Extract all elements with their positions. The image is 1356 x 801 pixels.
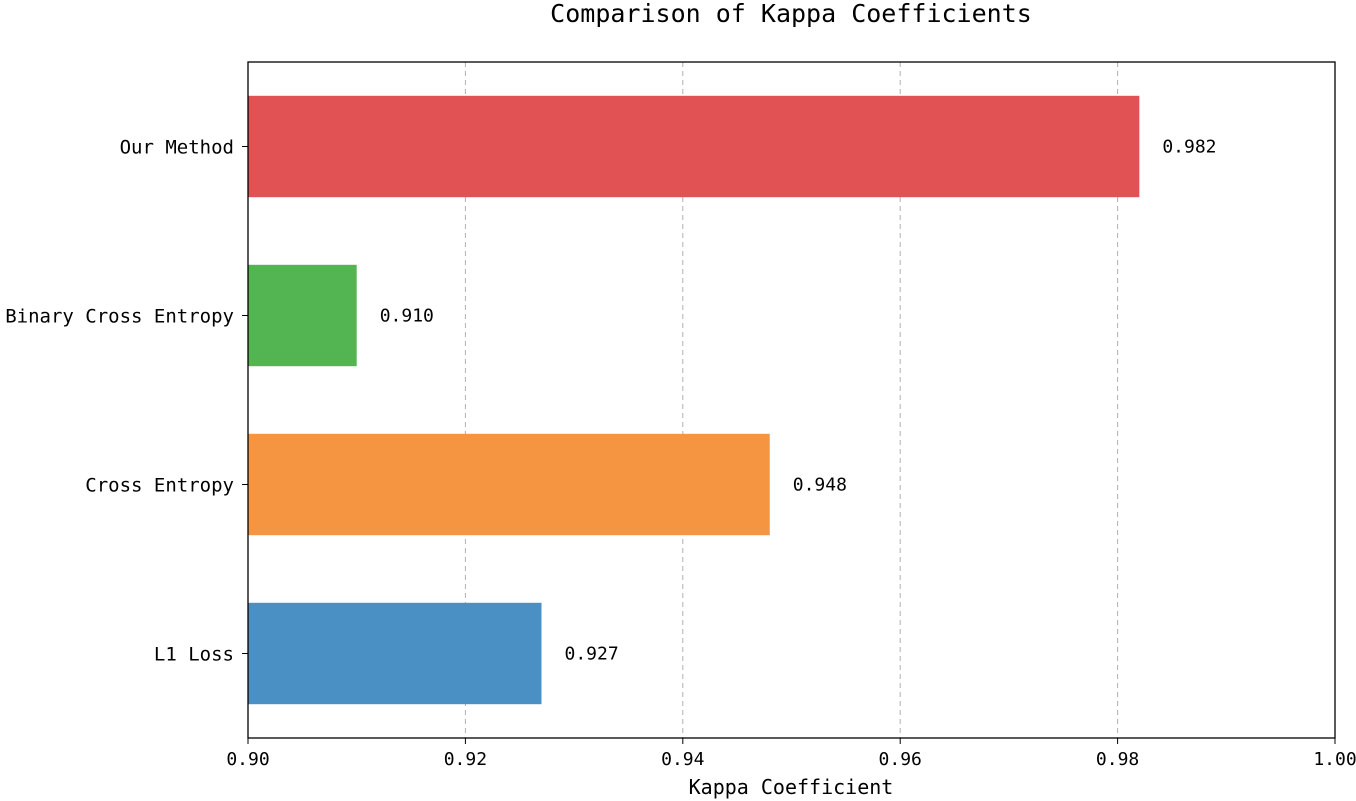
y-tick-label-cross-entropy: Cross Entropy (85, 475, 234, 497)
x-tick-label: 1.00 (1313, 749, 1356, 770)
data-labels: 0.927 0.948 0.910 0.982 (380, 137, 1217, 665)
chart-title: Comparison of Kappa Coefficients (550, 0, 1032, 28)
y-tick-label-our-method: Our Method (120, 137, 234, 159)
data-label-l1-loss: 0.927 (564, 644, 618, 665)
x-tick-label: 0.94 (661, 749, 704, 770)
x-tick-label: 0.90 (226, 749, 269, 770)
plot-frame (247, 61, 1336, 739)
bar-binary-cross-entropy (248, 264, 357, 367)
data-label-binary-cross-entropy: 0.910 (380, 306, 434, 327)
x-axis-ticks: 0.90 0.92 0.94 0.96 0.98 1.00 (226, 738, 1356, 770)
x-tick-label: 0.92 (444, 749, 487, 770)
bar-our-method (248, 95, 1140, 198)
y-tick-label-binary-cross-entropy: Binary Cross Entropy (5, 306, 234, 328)
y-tick-label-l1-loss: L1 Loss (154, 644, 234, 666)
data-label-our-method: 0.982 (1162, 137, 1216, 158)
data-label-cross-entropy: 0.948 (793, 475, 847, 496)
bar-l1-loss (248, 602, 542, 705)
x-tick-label: 0.96 (879, 749, 922, 770)
x-tick-label: 0.98 (1096, 749, 1139, 770)
y-axis-ticks: L1 Loss Cross Entropy Binary Cross Entropy… (5, 137, 248, 666)
bars (248, 95, 1140, 705)
x-axis-label: Kappa Coefficient (689, 775, 894, 799)
bar-cross-entropy (248, 433, 770, 536)
